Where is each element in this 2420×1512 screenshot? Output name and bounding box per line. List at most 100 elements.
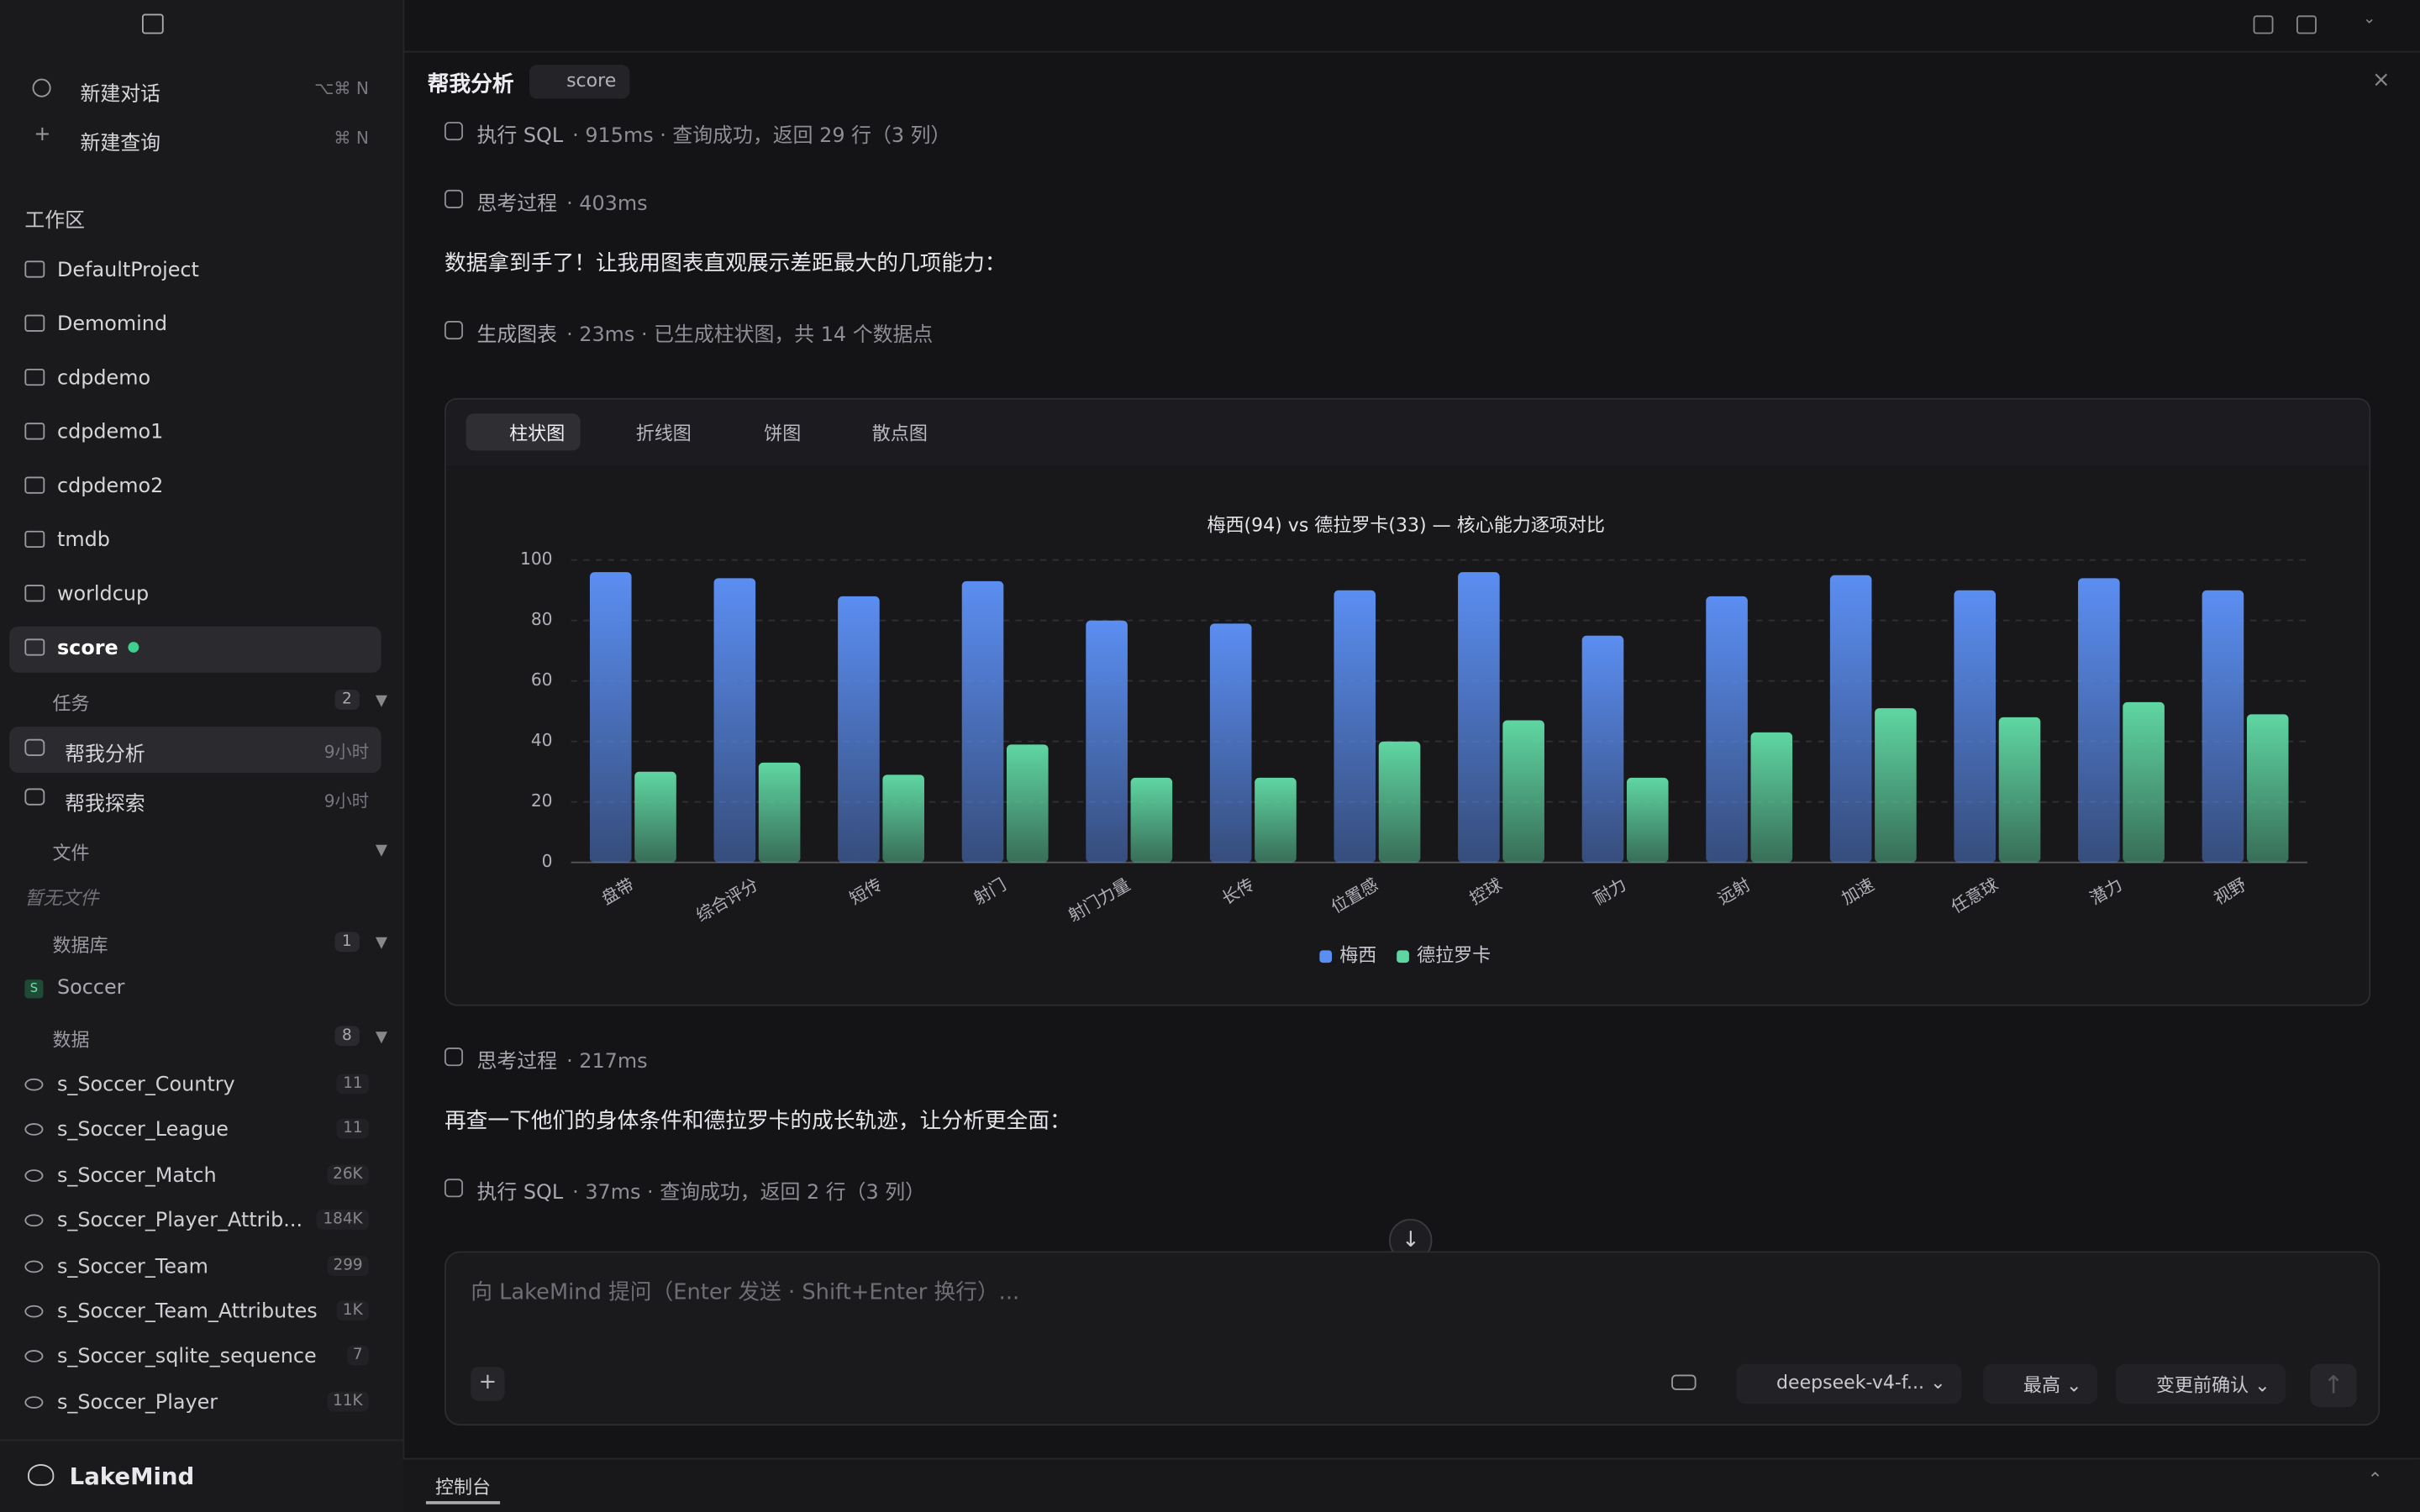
- eye-icon: [24, 1214, 44, 1227]
- project[interactable]: cdpdemo2: [9, 465, 381, 511]
- label: 新建查询: [80, 132, 161, 156]
- x-tick-label: 视野: [2210, 874, 2249, 909]
- table-item[interactable]: s_Soccer_Match 26K: [9, 1157, 381, 1197]
- x-tick-label: 位置感: [1328, 874, 1381, 917]
- step[interactable]: 生成图表 · 23ms · 已生成柱状图，共 14 个数据点: [444, 318, 933, 348]
- table-item[interactable]: s_Soccer_Team_Attributes 1K: [9, 1293, 381, 1333]
- new-query[interactable]: 新建查询 ⌘ N +: [9, 116, 381, 162]
- layout-button[interactable]: [2296, 15, 2317, 34]
- table-name: s_Soccer_Player: [56, 1391, 218, 1415]
- caret[interactable]: ▼: [375, 842, 388, 860]
- legend-label: 梅西: [1339, 946, 1376, 967]
- chat-title: 帮我分析: [427, 72, 514, 97]
- sidebar: 新建对话 ⌥⌘ N 新建查询 ⌘ N + 工作区 DefaultProject Demo…: [0, 0, 405, 1512]
- eye-icon: [24, 1395, 44, 1409]
- step[interactable]: 思考过程 · 403ms: [444, 186, 648, 217]
- step-meta: · 403ms: [566, 192, 648, 217]
- bar: [1209, 623, 1252, 863]
- folder-icon: [24, 368, 45, 386]
- x-tick-label: 短传: [846, 874, 886, 909]
- project-tag[interactable]: score: [529, 65, 630, 99]
- table-count: 1K: [336, 1300, 369, 1321]
- attach-button[interactable]: +: [471, 1367, 505, 1401]
- step[interactable]: 执行 SQL · 915ms · 查询成功，返回 29 行（3 列）: [444, 118, 950, 149]
- brand[interactable]: LakeMind: [69, 1462, 195, 1491]
- step[interactable]: 思考过程 · 217ms: [444, 1044, 648, 1074]
- close-button[interactable]: ×: [2372, 67, 2391, 93]
- step-icon: [444, 1047, 464, 1067]
- bar: [1581, 635, 1624, 863]
- x-tick-label: 任意球: [1948, 874, 2002, 917]
- status-dot: [127, 642, 139, 653]
- x-tick-label: 射门力量: [1065, 874, 1134, 926]
- caret[interactable]: ▼: [375, 935, 388, 953]
- console-tab[interactable]: 控制台: [425, 1466, 501, 1504]
- db-name[interactable]: Soccer: [56, 976, 125, 1000]
- shortcut: ⌥⌘ N: [313, 78, 369, 99]
- confirm-select[interactable]: 变更前确认 ⌄: [2116, 1363, 2286, 1404]
- y-tick-label: 20: [531, 790, 553, 811]
- sidebar-toggle[interactable]: [141, 13, 164, 34]
- effort-select[interactable]: 最高 ⌄: [1983, 1363, 2097, 1404]
- task[interactable]: 帮我分析 9小时: [9, 727, 381, 774]
- y-tick-label: 0: [542, 851, 553, 871]
- table-item[interactable]: s_Soccer_Player 11K: [9, 1383, 381, 1424]
- table-item[interactable]: s_Soccer_Country 11: [9, 1066, 381, 1106]
- step[interactable]: 执行 SQL · 37ms · 查询成功，返回 2 行（3 列）: [444, 1176, 925, 1205]
- chart-tab[interactable]: 折线图: [635, 423, 692, 444]
- chart-tab[interactable]: 散点图: [871, 423, 928, 444]
- model-select[interactable]: deepseek-v4-f... ⌄: [1736, 1363, 1961, 1404]
- bar: [2246, 714, 2289, 863]
- bar: [758, 762, 801, 863]
- legend-swatch: [1319, 950, 1333, 963]
- table-item[interactable]: s_Soccer_Player_Attrib... 184K: [9, 1202, 381, 1242]
- project[interactable]: worldcup: [9, 572, 381, 618]
- chart-tabs: 柱状图 折线图 饼图 散点图: [445, 399, 2370, 466]
- project[interactable]: cdpdemo: [9, 356, 381, 402]
- bar: [1086, 620, 1128, 863]
- chart-tab[interactable]: 柱状图: [466, 413, 581, 451]
- project[interactable]: cdpdemo1: [9, 411, 381, 457]
- folder-icon: [24, 585, 45, 602]
- tasks-label: 任务: [52, 692, 90, 715]
- project[interactable]: tmdb: [9, 518, 381, 564]
- new-chat[interactable]: 新建对话 ⌥⌘ N: [9, 66, 381, 113]
- folder-icon: [24, 314, 45, 332]
- y-tick-label: 80: [531, 609, 553, 629]
- files-label: 文件: [52, 842, 90, 864]
- table-item[interactable]: s_Soccer_Team 299: [9, 1247, 381, 1288]
- chat-icon: [24, 738, 45, 756]
- caret[interactable]: ▼: [375, 1029, 388, 1047]
- table-item[interactable]: s_Soccer_League 11: [9, 1111, 381, 1152]
- expand[interactable]: ⌃: [2367, 1468, 2383, 1491]
- send-button[interactable]: ↑: [2310, 1363, 2357, 1408]
- workspace-label: 工作区: [24, 209, 86, 234]
- chart: 梅西(94) vs 德拉罗卡(33) — 核心能力逐项对比 0 20 40 60 80 1…: [520, 515, 2307, 967]
- project[interactable]: Demomind: [9, 302, 381, 349]
- table-item[interactable]: s_Soccer_sqlite_sequence 7: [9, 1338, 381, 1378]
- bar: [1750, 732, 1793, 863]
- step-icon: [444, 122, 464, 141]
- menu-button[interactable]: ⌄: [2362, 10, 2376, 29]
- task[interactable]: 帮我探索 9小时: [9, 776, 381, 822]
- chart-tab[interactable]: 饼图: [764, 423, 802, 444]
- step-label: 执行 SQL: [476, 124, 564, 149]
- chat-icon: [24, 788, 45, 806]
- bar: [1255, 777, 1297, 863]
- bar: [2123, 701, 2165, 863]
- layout-button[interactable]: [2253, 15, 2274, 34]
- table-name: s_Soccer_Match: [56, 1164, 217, 1188]
- chat-input: 向 LakeMind 提问（Enter 发送 · Shift+Enter 换行）…: [444, 1251, 2381, 1426]
- caret[interactable]: ▼: [375, 692, 388, 710]
- eye-icon: [24, 1350, 44, 1363]
- project[interactable]: score: [9, 626, 381, 673]
- y-tick-label: 60: [531, 669, 553, 690]
- top-divider: [402, 50, 2420, 53]
- db-count: 1: [334, 932, 360, 953]
- step-label: 生成图表: [476, 323, 558, 348]
- placeholder[interactable]: 向 LakeMind 提问（Enter 发送 · Shift+Enter 换行）…: [471, 1280, 1020, 1305]
- project[interactable]: DefaultProject: [9, 249, 381, 295]
- task-time: 9小时: [324, 742, 369, 763]
- step-icon: [444, 321, 464, 340]
- x-tick-label: 控球: [1466, 874, 1506, 909]
